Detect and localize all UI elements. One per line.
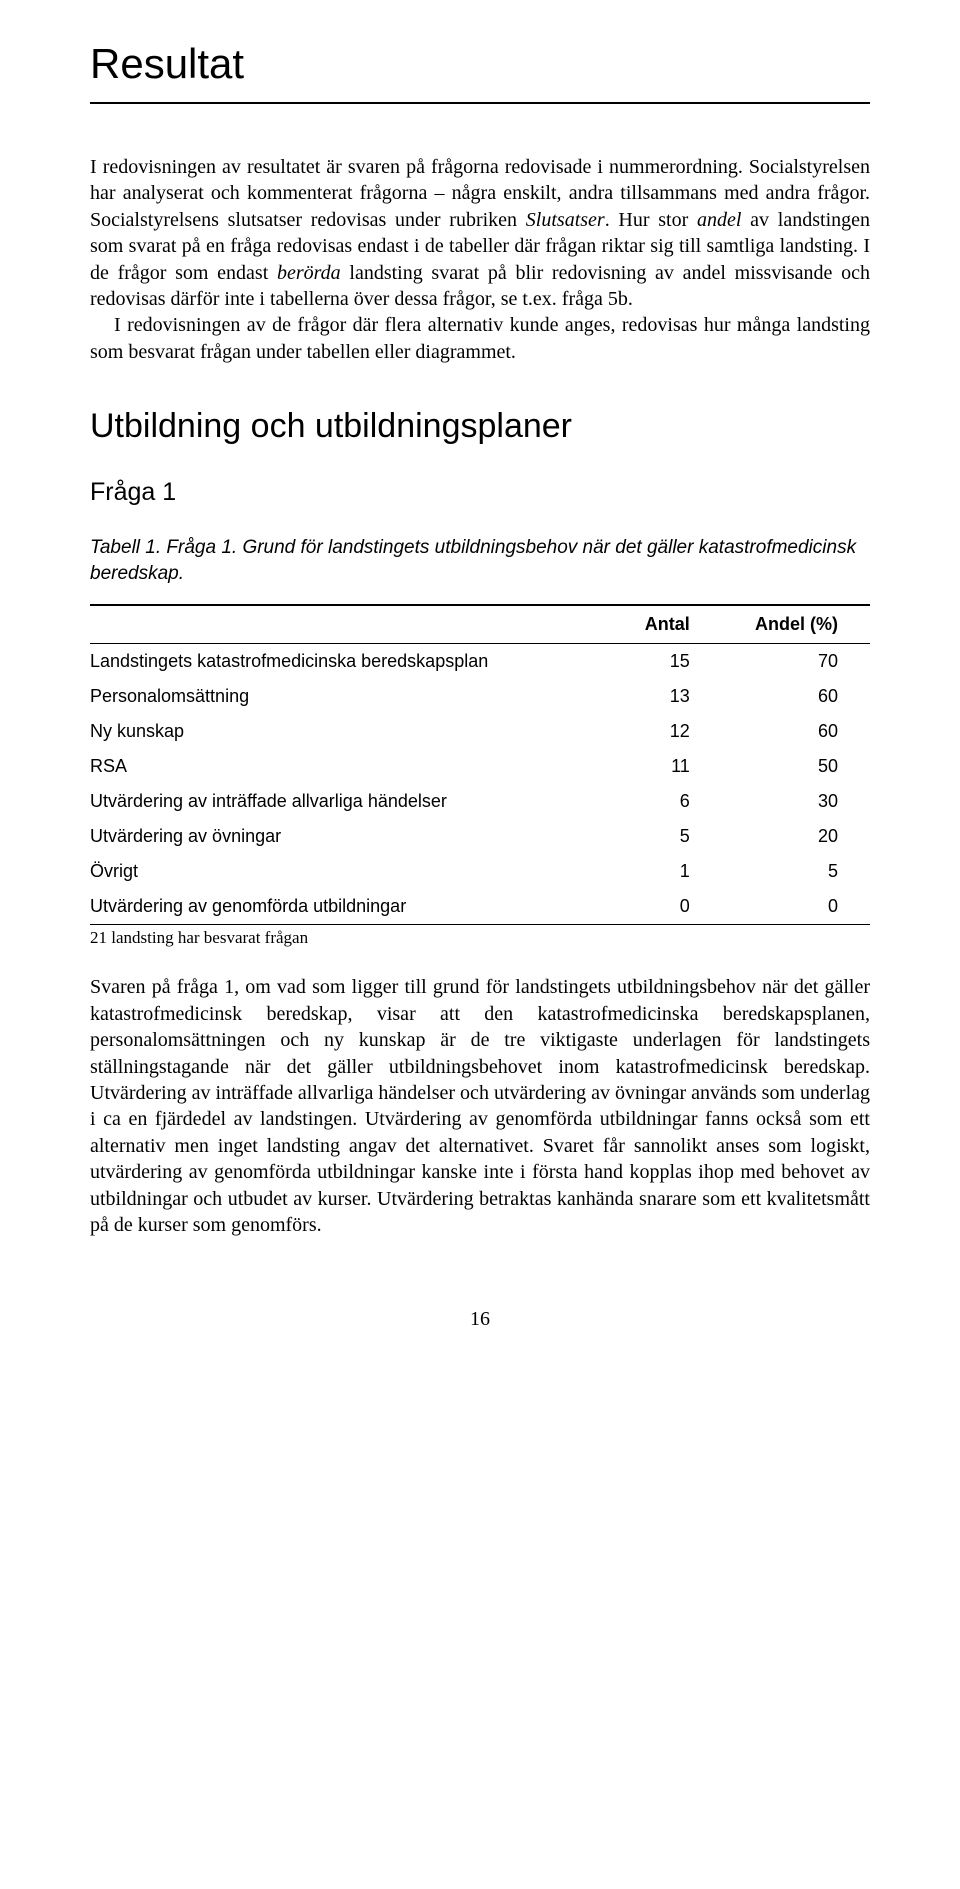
- table-row: Ny kunskap1260: [90, 714, 870, 749]
- cell-label: Personalomsättning: [90, 679, 574, 714]
- italic-slutsatser: Slutsatser: [526, 209, 605, 231]
- analysis-paragraph: Svaren på fråga 1, om vad som ligger til…: [90, 974, 870, 1238]
- col-header-andel: Andel (%): [722, 605, 870, 644]
- table-row: Utvärdering av övningar520: [90, 819, 870, 854]
- cell-antal: 5: [574, 819, 722, 854]
- cell-andel: 60: [722, 714, 870, 749]
- table-row: Utvärdering av inträffade allvarliga hän…: [90, 784, 870, 819]
- table-row: Personalomsättning1360: [90, 679, 870, 714]
- italic-berorda: berörda: [277, 262, 341, 284]
- table-header-row: Antal Andel (%): [90, 605, 870, 644]
- section-heading-utbildning: Utbildning och utbildningsplaner: [90, 407, 870, 446]
- question-heading-1: Fråga 1: [90, 478, 870, 507]
- text-run: I redovisningen av de frågor där flera a…: [90, 314, 870, 362]
- table-row: RSA1150: [90, 749, 870, 784]
- cell-label: Utvärdering av genomförda utbildningar: [90, 889, 574, 925]
- page-title: Resultat: [90, 40, 870, 88]
- cell-antal: 12: [574, 714, 722, 749]
- cell-andel: 30: [722, 784, 870, 819]
- col-header-antal: Antal: [574, 605, 722, 644]
- cell-andel: 0: [722, 889, 870, 925]
- table-row: Utvärdering av genomförda utbildningar00: [90, 889, 870, 925]
- cell-antal: 6: [574, 784, 722, 819]
- col-header-label: [90, 605, 574, 644]
- title-rule: [90, 102, 870, 104]
- cell-label: Övrigt: [90, 854, 574, 889]
- cell-antal: 11: [574, 749, 722, 784]
- intro-paragraph-1: I redovisningen av resultatet är svaren …: [90, 154, 870, 312]
- cell-label: Utvärdering av inträffade allvarliga hän…: [90, 784, 574, 819]
- table-row: Landstingets katastrofmedicinska beredsk…: [90, 644, 870, 680]
- cell-antal: 13: [574, 679, 722, 714]
- table-footnote: 21 landsting har besvarat frågan: [90, 928, 870, 948]
- page-number: 16: [90, 1308, 870, 1331]
- cell-andel: 20: [722, 819, 870, 854]
- cell-antal: 15: [574, 644, 722, 680]
- table-caption: Tabell 1. Fråga 1. Grund för landstinget…: [90, 535, 870, 586]
- text-run: . Hur stor: [605, 209, 697, 231]
- cell-andel: 70: [722, 644, 870, 680]
- cell-andel: 60: [722, 679, 870, 714]
- cell-andel: 50: [722, 749, 870, 784]
- intro-paragraph-2: I redovisningen av de frågor där flera a…: [90, 312, 870, 365]
- cell-antal: 1: [574, 854, 722, 889]
- cell-label: RSA: [90, 749, 574, 784]
- cell-label: Ny kunskap: [90, 714, 574, 749]
- italic-andel: andel: [697, 209, 741, 231]
- table-fraga-1: Antal Andel (%) Landstingets katastrofme…: [90, 604, 870, 925]
- cell-andel: 5: [722, 854, 870, 889]
- table-row: Övrigt15: [90, 854, 870, 889]
- cell-label: Landstingets katastrofmedicinska beredsk…: [90, 644, 574, 680]
- cell-label: Utvärdering av övningar: [90, 819, 574, 854]
- cell-antal: 0: [574, 889, 722, 925]
